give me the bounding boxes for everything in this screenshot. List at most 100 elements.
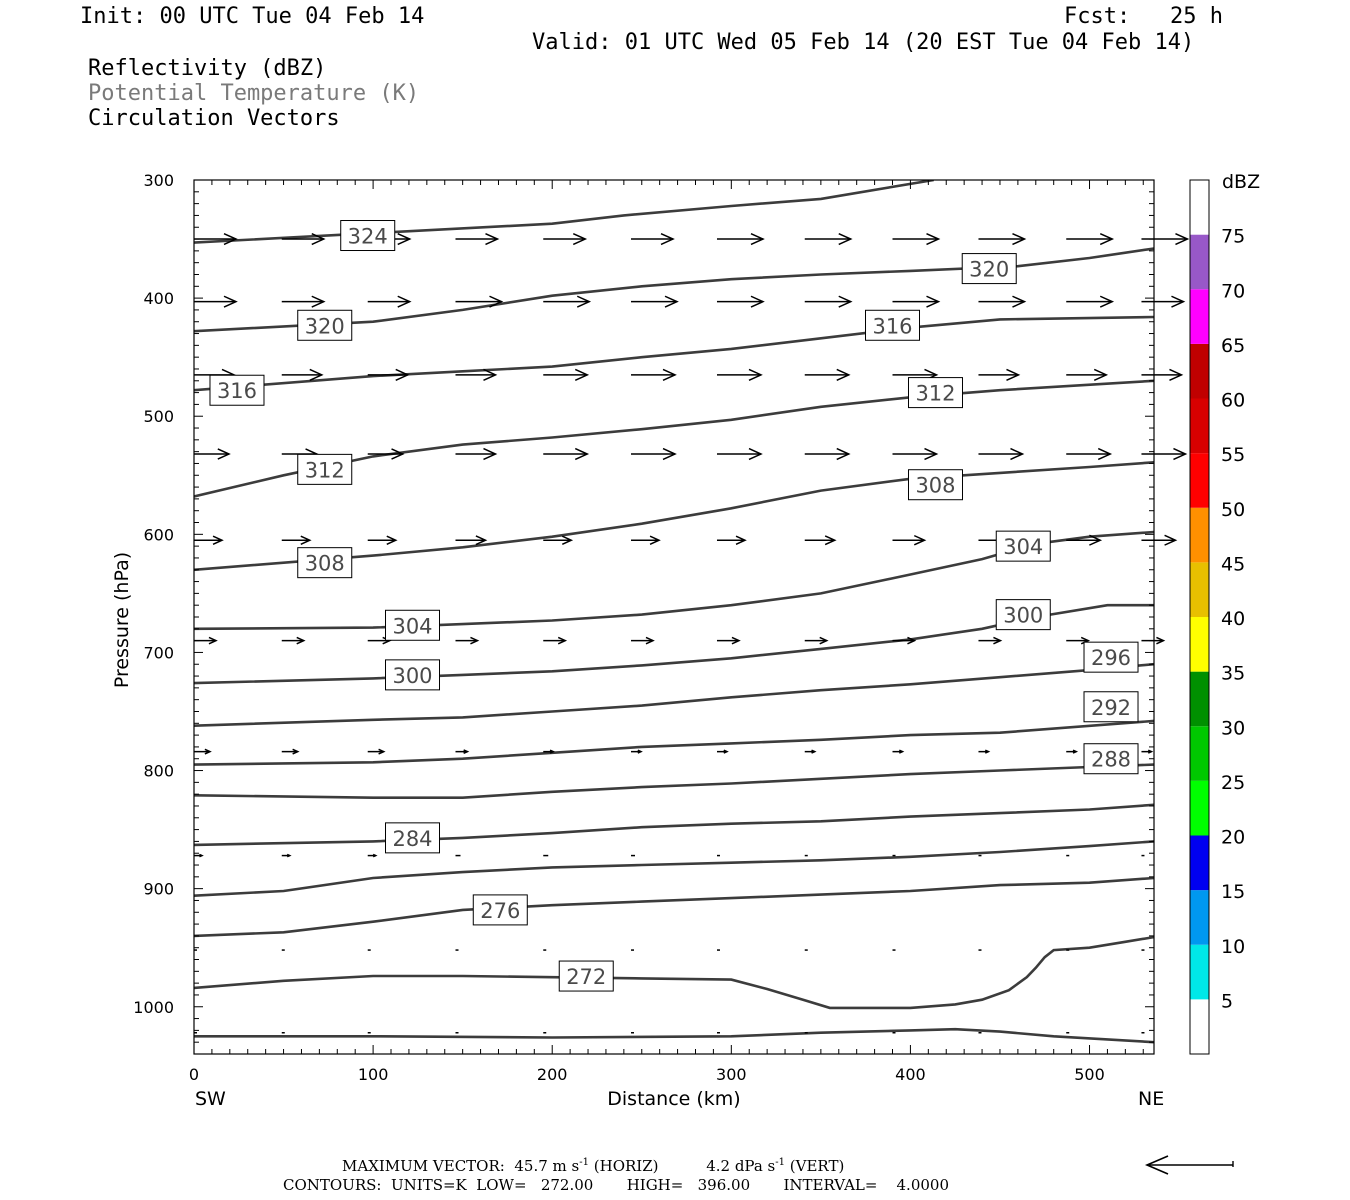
contour-label: 284 — [385, 822, 441, 854]
colorbar-segment — [1190, 562, 1209, 617]
y-tick-label: 1000 — [133, 998, 174, 1017]
y-tick-label: 800 — [143, 762, 174, 781]
vert-exponent: -1 — [775, 1157, 786, 1168]
circulation-vector — [455, 749, 470, 755]
circulation-vector — [804, 749, 817, 754]
circulation-vector — [716, 535, 747, 545]
circulation-vector — [1066, 447, 1113, 461]
contour-label: 308 — [907, 469, 963, 501]
circulation-vector — [978, 232, 1027, 246]
ne-label: NE — [1138, 1088, 1164, 1110]
circulation-vector — [543, 749, 556, 754]
y-tick-label: 500 — [143, 407, 174, 426]
circulation-vector — [281, 853, 292, 858]
colorbar-segment — [1190, 835, 1209, 891]
circulation-vector — [892, 534, 927, 546]
circulation-vector — [804, 368, 851, 381]
circulation-vector — [1066, 295, 1115, 308]
circulation-vector — [978, 636, 1003, 645]
contour-label-text: 284 — [392, 827, 432, 851]
contour-label: 300 — [995, 599, 1051, 631]
colorbar-level-label: 40 — [1221, 608, 1245, 630]
theta-contour-272 — [194, 1027, 1154, 1044]
y-tick-label: 400 — [143, 289, 174, 308]
contour-label-text: 320 — [305, 314, 345, 338]
circulation-vector — [281, 636, 306, 645]
circulation-vector — [804, 447, 851, 461]
theta-contour-320 — [194, 315, 1154, 392]
contour-label-text: 320 — [969, 258, 1009, 282]
contour-label: 296 — [1083, 641, 1139, 673]
contour-label: 308 — [297, 547, 353, 579]
circulation-vector — [281, 295, 326, 308]
contour-label-text: 312 — [305, 458, 345, 482]
x-tick-label: 300 — [716, 1065, 747, 1084]
circulation-vector — [194, 295, 238, 308]
colorbar-segment — [1190, 890, 1209, 945]
circulation-vector — [455, 636, 480, 645]
circulation-vector — [892, 749, 905, 754]
x-tick-label: 400 — [895, 1065, 926, 1084]
contour-label-text: 324 — [348, 225, 388, 249]
max-vector-vert: 4.2 dPa s — [706, 1157, 776, 1175]
x-tick-label: 0 — [189, 1065, 199, 1084]
contour-label: 324 — [340, 220, 396, 252]
circulation-vector — [892, 636, 917, 645]
circulation-vector — [194, 853, 204, 858]
y-tick-label: 900 — [143, 880, 174, 899]
colorbar-segment — [1190, 289, 1209, 344]
contour-label-text: 308 — [915, 474, 955, 498]
contour-label: 272 — [558, 960, 614, 992]
contour-label-text: 312 — [915, 382, 955, 406]
circulation-vector — [1141, 749, 1154, 754]
theta-contour-288 — [194, 803, 1154, 847]
circulation-vector — [543, 636, 568, 645]
circulation-vector — [716, 368, 763, 381]
circulation-vector — [455, 535, 488, 546]
circulation-vector — [1141, 447, 1188, 461]
x-tick-label: 500 — [1074, 1065, 1105, 1084]
horiz-exponent: -1 — [579, 1157, 589, 1168]
contour-label: 304 — [995, 530, 1051, 562]
colorbar-frame — [1189, 179, 1210, 1055]
vert-tag: (VERT) — [789, 1157, 845, 1175]
colorbar-segment — [1190, 398, 1209, 454]
colorbar-segment — [1190, 343, 1209, 399]
circulation-vector — [1066, 749, 1079, 754]
colorbar-segment — [1190, 617, 1209, 672]
max-vector-horiz: 45.7 m s — [514, 1157, 580, 1175]
colorbar-segment — [1190, 726, 1209, 781]
x-tick-label: 100 — [358, 1065, 389, 1084]
circulation-vector — [716, 295, 765, 308]
circulation-vector — [1141, 368, 1184, 381]
circulation-vector — [978, 447, 1025, 461]
contour-label: 312 — [297, 453, 353, 485]
colorbar-level-label: 75 — [1221, 226, 1245, 248]
circulation-vector — [367, 748, 386, 755]
colorbar-level-label: 70 — [1221, 280, 1245, 302]
colorbar-segment — [1190, 180, 1209, 235]
circulation-vector — [892, 295, 941, 308]
circulation-vector — [543, 447, 590, 461]
y-tick-label: 700 — [143, 643, 174, 662]
contour-label-text: 296 — [1091, 646, 1131, 670]
reference-vector-icon — [1144, 1155, 1234, 1175]
colorbar-segment — [1190, 780, 1209, 836]
circulation-vector — [892, 447, 939, 461]
theta-contour-296 — [194, 719, 1154, 766]
colorbar-level-label: 50 — [1221, 499, 1245, 521]
theta-contour-324 — [194, 247, 1154, 333]
circulation-vector — [892, 232, 941, 246]
theta-contour-328 — [194, 180, 934, 244]
circulation-vector — [367, 853, 378, 858]
circulation-vector — [631, 447, 677, 461]
contour-label-text: 316 — [872, 314, 912, 338]
circulation-vector — [281, 368, 324, 381]
max-vector-label: MAXIMUM VECTOR: — [342, 1157, 505, 1175]
y-axis-title: Pressure (hPa) — [111, 552, 133, 688]
colorbar-segment — [1190, 234, 1209, 290]
contour-label-text: 304 — [1003, 535, 1043, 559]
circulation-vector — [978, 368, 1021, 381]
colorbar-level-label: 25 — [1221, 772, 1245, 794]
